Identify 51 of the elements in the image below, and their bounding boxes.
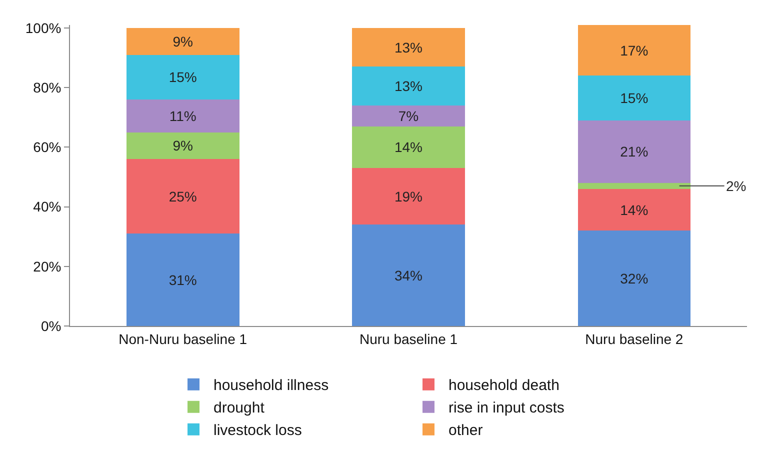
legend-label: household death: [448, 377, 560, 394]
bar: [352, 126, 465, 168]
bar: [578, 188, 691, 231]
bar: [126, 159, 240, 234]
bar: [352, 105, 465, 126]
data-label: 25%: [168, 188, 197, 204]
data-label: 13%: [394, 78, 423, 94]
bar: [578, 182, 691, 189]
bar: [126, 100, 240, 132]
bar: [126, 234, 240, 326]
bar: [126, 54, 240, 100]
y-tick-label: 60%: [33, 139, 62, 156]
legend-label: household illness: [214, 377, 329, 394]
legend-label: drought: [214, 400, 266, 417]
y-tick-label: 20%: [33, 258, 62, 274]
y-tick-label: 100%: [25, 20, 62, 36]
bar: [352, 66, 465, 106]
bar: [578, 120, 691, 183]
bar: [352, 28, 465, 67]
legend-label: livestock loss: [214, 422, 302, 440]
legend-label: other: [448, 422, 483, 440]
bar: [578, 25, 691, 76]
data-label: 17%: [620, 42, 648, 58]
bar: [126, 28, 240, 55]
data-label: 14%: [620, 202, 648, 218]
data-label: 15%: [620, 90, 648, 106]
data-label: 7%: [398, 108, 419, 124]
data-label: 15%: [168, 69, 197, 86]
data-label: 19%: [394, 188, 423, 204]
data-label: 14%: [394, 139, 423, 156]
legend-label: rise in input costs: [448, 400, 564, 417]
data-label: 21%: [620, 144, 648, 160]
y-tick-label: 80%: [33, 79, 62, 96]
bar: [126, 132, 240, 160]
data-label: 2%: [726, 178, 746, 194]
y-tick-label: 40%: [33, 198, 62, 215]
x-tick-label: Nuru baseline 1: [359, 330, 458, 347]
data-label: 13%: [394, 39, 423, 56]
y-tick-label: 0%: [40, 318, 62, 334]
x-tick-label: Non-Nuru baseline 1: [118, 330, 248, 347]
data-label: 31%: [168, 272, 197, 288]
data-label: 9%: [172, 138, 193, 154]
data-label: 11%: [169, 108, 196, 124]
data-label: 32%: [620, 270, 648, 286]
bar: [578, 76, 691, 120]
data-label: 34%: [394, 267, 423, 284]
data-label: 9%: [172, 33, 193, 50]
bar: [352, 224, 465, 326]
x-tick-label: Nuru baseline 2: [585, 330, 684, 347]
bar: [578, 230, 691, 326]
bar: [352, 168, 465, 225]
